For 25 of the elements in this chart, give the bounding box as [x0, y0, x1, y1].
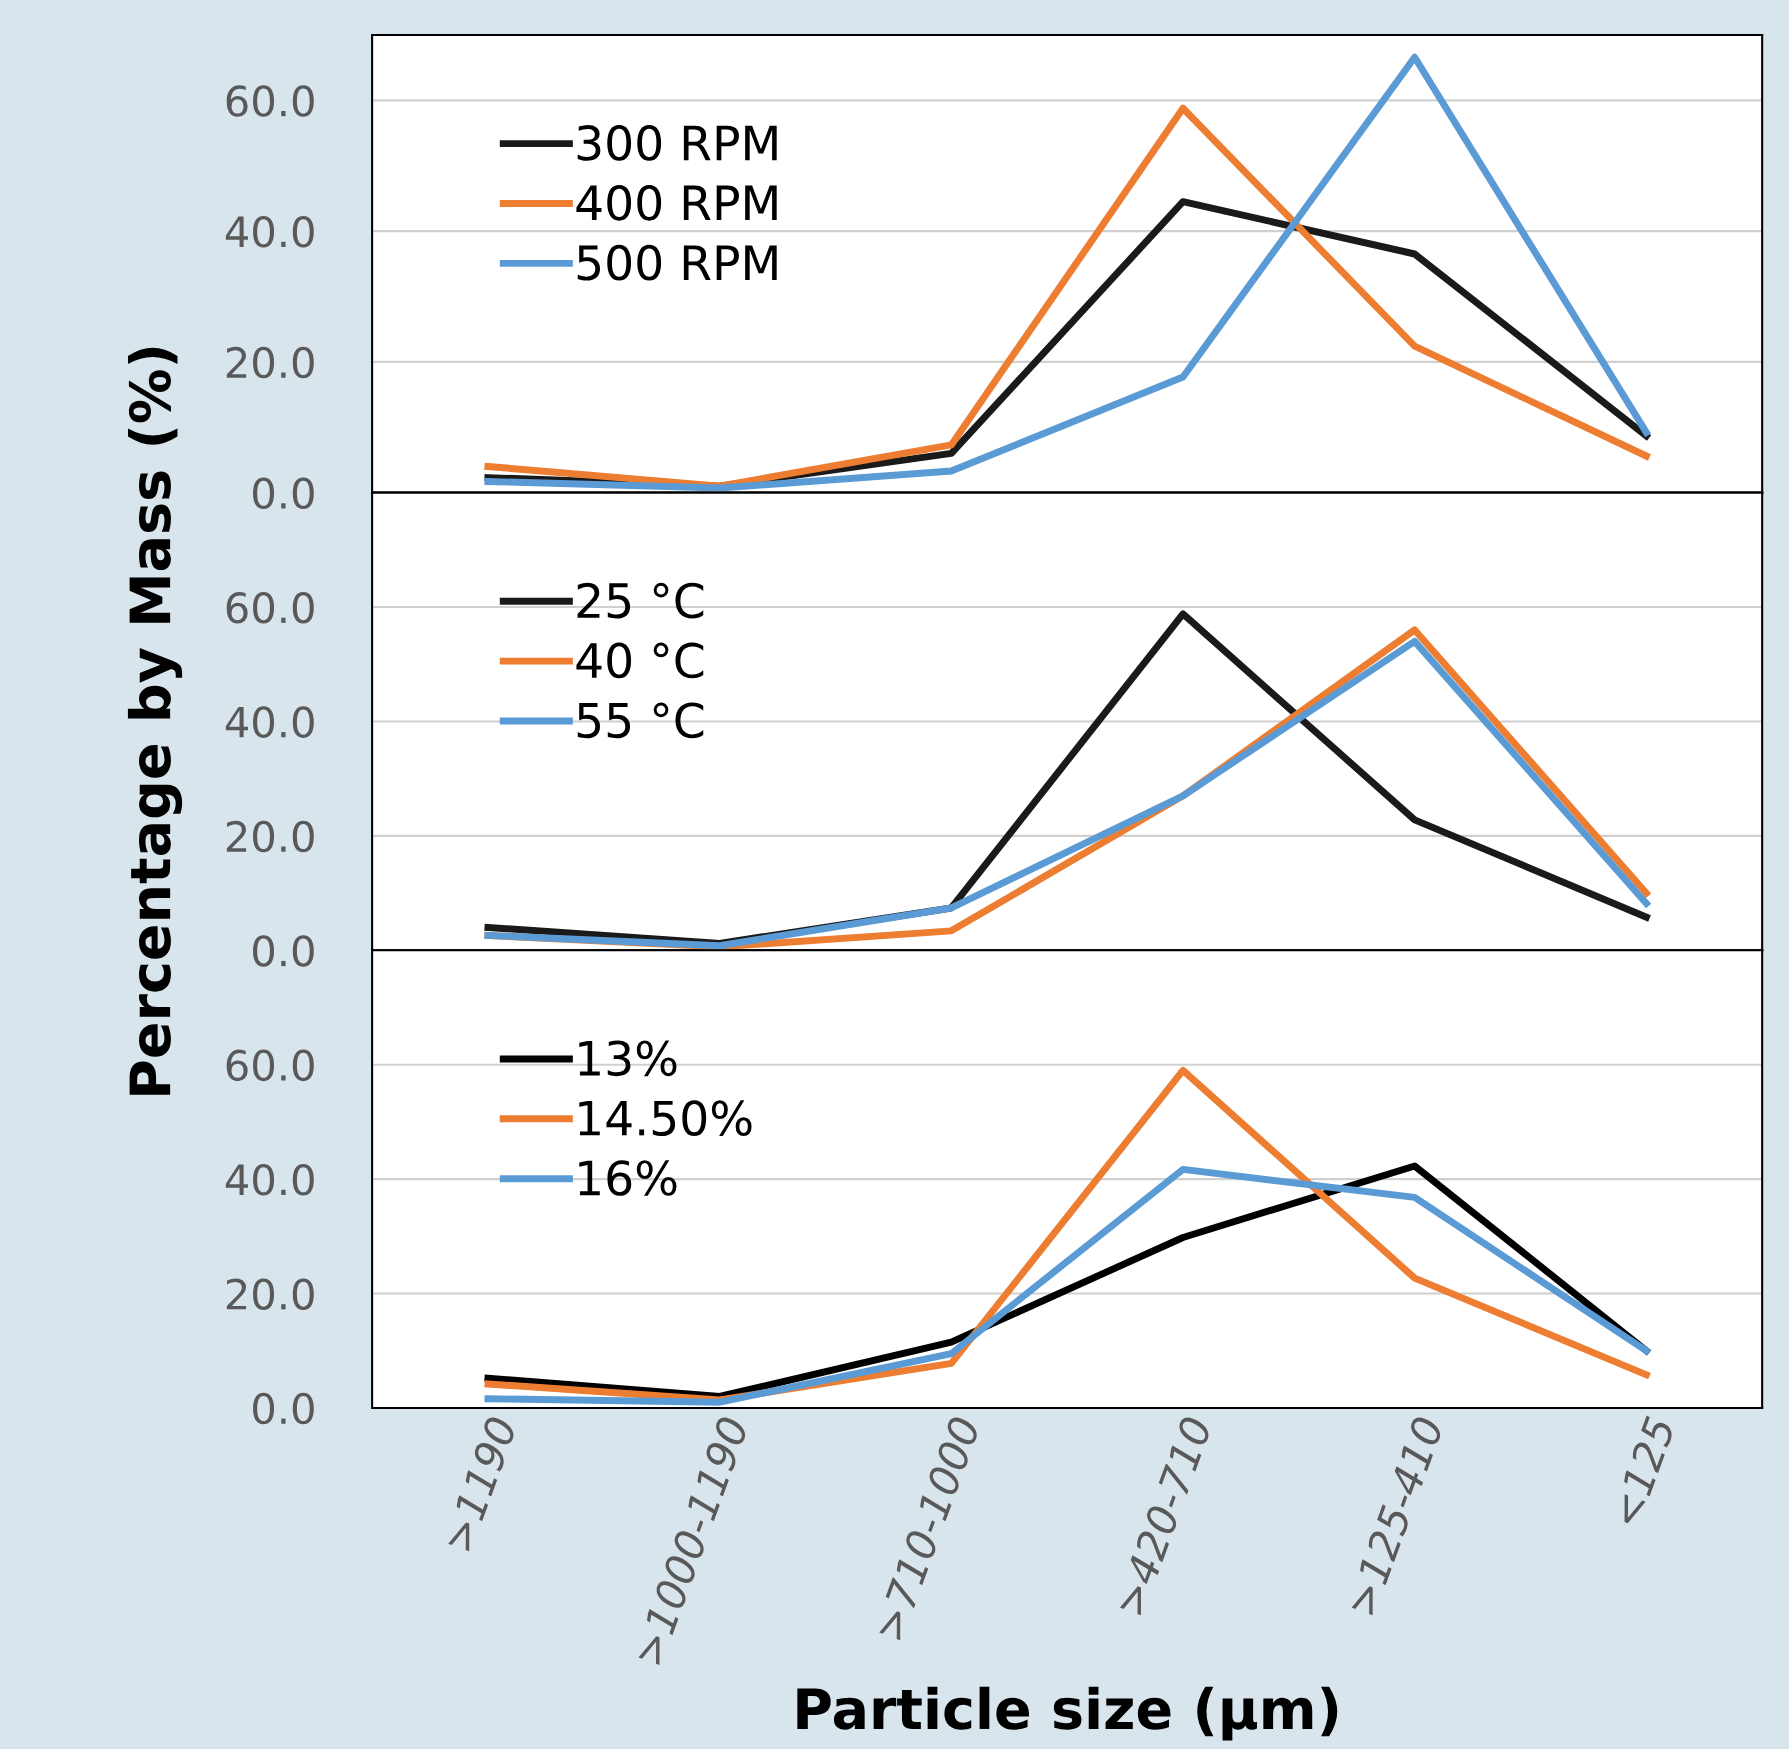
y-tick-label: 60.0 — [226, 591, 314, 624]
y-tick-label: 20.0 — [226, 1278, 314, 1310]
y-tick-label: 0.0 — [253, 1392, 314, 1425]
legend-label: 40 °C — [576, 642, 704, 679]
y-tick-label: 20.0 — [226, 820, 314, 853]
legend-label: 500 RPM — [577, 244, 777, 281]
y-tick-label: 40.0 — [225, 216, 314, 248]
legend-label: 13% — [579, 1040, 677, 1077]
y-tick-label: 40.0 — [225, 706, 314, 738]
legend-label: 300 RPM — [577, 125, 777, 161]
x-tick-label: >1190 — [441, 1415, 518, 1553]
legend-label: 400 RPM — [576, 184, 777, 221]
legend-label: 14.50% — [579, 1100, 752, 1136]
legend-label: 16% — [579, 1160, 677, 1196]
y-tick-label: 60.0 — [226, 1049, 314, 1082]
y-axis-title: Percentage by Mass (%) — [127, 347, 183, 1095]
y-tick-label: 60.0 — [226, 85, 314, 117]
legend-label: 25 °C — [577, 582, 704, 619]
x-axis-title: Particle size (µm) — [797, 1686, 1338, 1741]
x-tick-label: <125 — [1609, 1415, 1676, 1528]
y-tick-label: 0.0 — [253, 477, 314, 510]
y-tick-label: 40.0 — [225, 1164, 314, 1196]
y-tick-label: 20.0 — [226, 346, 314, 379]
legend-label: 55 °C — [577, 702, 704, 739]
y-tick-label: 0.0 — [253, 935, 314, 967]
